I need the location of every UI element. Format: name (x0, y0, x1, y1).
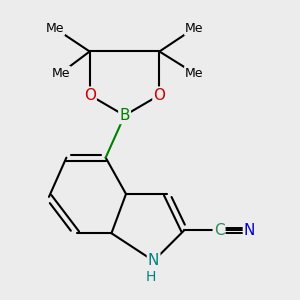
Text: H: H (146, 270, 156, 284)
Text: O: O (84, 88, 96, 103)
Text: C: C (214, 223, 224, 238)
Text: B: B (119, 108, 130, 123)
Text: N: N (244, 223, 255, 238)
Text: O: O (154, 88, 166, 103)
Text: Me: Me (185, 22, 204, 35)
Text: Me: Me (46, 22, 64, 35)
Text: Me: Me (51, 67, 70, 80)
Text: Me: Me (185, 67, 204, 80)
Text: N: N (148, 254, 159, 268)
